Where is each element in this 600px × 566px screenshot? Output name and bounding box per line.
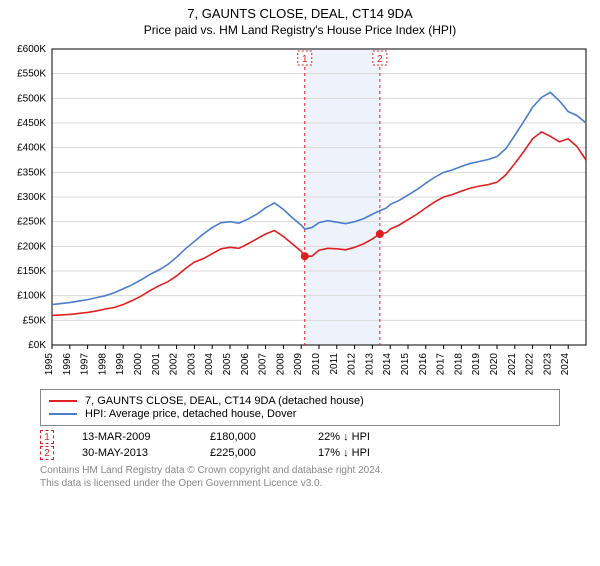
svg-text:2014: 2014	[382, 353, 393, 376]
chart-subtitle: Price paid vs. HM Land Registry's House …	[0, 23, 600, 37]
legend-row-series2: HPI: Average price, detached house, Dove…	[49, 408, 551, 420]
svg-text:2017: 2017	[436, 353, 447, 376]
svg-text:2003: 2003	[186, 353, 197, 376]
sales-table: 1 13-MAR-2009 £180,000 22% ↓ HPI 2 30-MA…	[40, 430, 560, 460]
svg-text:2: 2	[377, 54, 383, 65]
svg-text:2008: 2008	[275, 353, 286, 376]
svg-text:2012: 2012	[347, 353, 358, 376]
svg-text:1995: 1995	[44, 353, 55, 376]
footnote: Contains HM Land Registry data © Crown c…	[40, 464, 560, 490]
svg-text:2023: 2023	[542, 353, 553, 376]
sale-marker: 1	[40, 430, 54, 444]
sale-delta: 22% ↓ HPI	[318, 431, 370, 443]
svg-text:£150K: £150K	[17, 266, 46, 277]
legend-swatch-series2	[49, 413, 77, 415]
sale-price: £180,000	[210, 431, 290, 443]
sale-date: 13-MAR-2009	[82, 431, 182, 443]
svg-text:2000: 2000	[133, 353, 144, 376]
price-chart: £0K £50K £100K £150K £200K £250K £300K £350K £40…	[0, 43, 600, 383]
svg-text:2019: 2019	[471, 353, 482, 376]
svg-text:2004: 2004	[204, 353, 215, 376]
svg-text:2021: 2021	[507, 353, 518, 376]
svg-text:2015: 2015	[400, 353, 411, 376]
sale-date: 30-MAY-2013	[82, 447, 182, 459]
sale-delta: 17% ↓ HPI	[318, 447, 370, 459]
footnote-line: This data is licensed under the Open Gov…	[40, 477, 560, 490]
svg-text:1997: 1997	[80, 353, 91, 376]
svg-text:£0K: £0K	[28, 340, 46, 351]
svg-text:1: 1	[302, 54, 308, 65]
svg-text:£300K: £300K	[17, 192, 46, 203]
svg-text:£350K: £350K	[17, 167, 46, 178]
svg-text:£250K: £250K	[17, 217, 46, 228]
svg-text:2005: 2005	[222, 353, 233, 376]
legend-swatch-series1	[49, 400, 77, 402]
sale-marker: 2	[40, 446, 54, 460]
legend-label-series2: HPI: Average price, detached house, Dove…	[85, 408, 296, 420]
svg-text:2002: 2002	[169, 353, 180, 376]
svg-text:2006: 2006	[240, 353, 251, 376]
svg-text:2007: 2007	[258, 353, 269, 376]
svg-text:2001: 2001	[151, 353, 162, 376]
svg-text:£450K: £450K	[17, 118, 46, 129]
svg-text:£550K: £550K	[17, 69, 46, 80]
sale-price: £225,000	[210, 447, 290, 459]
svg-text:2016: 2016	[418, 353, 429, 376]
svg-text:2024: 2024	[560, 353, 571, 376]
svg-text:1998: 1998	[97, 353, 108, 376]
legend-row-series1: 7, GAUNTS CLOSE, DEAL, CT14 9DA (detache…	[49, 395, 551, 407]
footnote-line: Contains HM Land Registry data © Crown c…	[40, 464, 560, 477]
svg-text:2009: 2009	[293, 353, 304, 376]
svg-text:2022: 2022	[525, 353, 536, 376]
svg-text:1999: 1999	[115, 353, 126, 376]
svg-text:£600K: £600K	[17, 44, 46, 55]
svg-text:£400K: £400K	[17, 143, 46, 154]
svg-text:2020: 2020	[489, 353, 500, 376]
svg-text:1996: 1996	[62, 353, 73, 376]
svg-text:2010: 2010	[311, 353, 322, 376]
svg-text:2013: 2013	[364, 353, 375, 376]
legend: 7, GAUNTS CLOSE, DEAL, CT14 9DA (detache…	[40, 389, 560, 426]
svg-text:2011: 2011	[329, 353, 340, 375]
svg-text:£100K: £100K	[17, 291, 46, 302]
chart-area: £0K £50K £100K £150K £200K £250K £300K £350K £40…	[0, 43, 600, 383]
chart-title: 7, GAUNTS CLOSE, DEAL, CT14 9DA	[0, 6, 600, 21]
svg-text:2018: 2018	[453, 353, 464, 376]
legend-label-series1: 7, GAUNTS CLOSE, DEAL, CT14 9DA (detache…	[85, 395, 364, 407]
svg-text:£200K: £200K	[17, 241, 46, 252]
sale-row: 2 30-MAY-2013 £225,000 17% ↓ HPI	[40, 446, 560, 460]
sale-row: 1 13-MAR-2009 £180,000 22% ↓ HPI	[40, 430, 560, 444]
svg-text:£50K: £50K	[23, 315, 47, 326]
svg-text:£500K: £500K	[17, 93, 46, 104]
